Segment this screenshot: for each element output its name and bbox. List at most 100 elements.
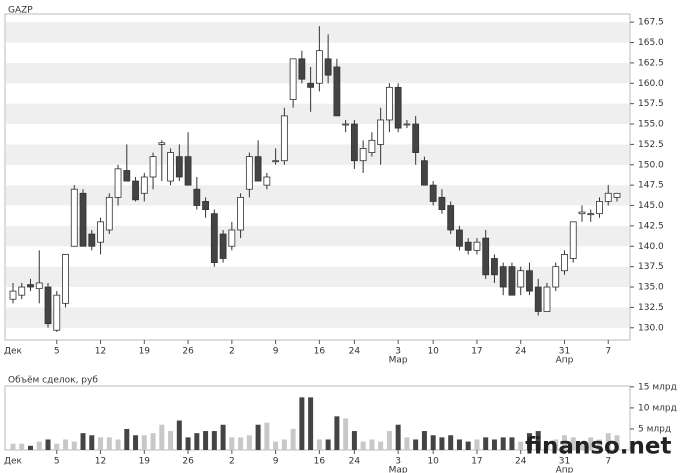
candle-body	[350, 123, 358, 162]
x-month-label: Мар	[389, 356, 408, 366]
volume-bar	[526, 433, 532, 450]
candle-body	[307, 82, 315, 88]
y-tick-label: 15 млрд	[638, 382, 677, 392]
x-tick-label: 2	[229, 457, 235, 467]
candle-body	[219, 233, 227, 259]
x-tick-label: 26	[182, 457, 194, 467]
candle-body	[447, 205, 455, 231]
volume-bar	[308, 397, 314, 450]
candle-body	[298, 58, 306, 80]
y-tick-label: 152.5	[638, 140, 664, 150]
x-tick-label: 19	[139, 347, 151, 357]
candle-body	[526, 270, 533, 292]
y-tick-label: 150.0	[638, 160, 664, 170]
candle-body	[543, 286, 551, 312]
volume-bar	[203, 431, 209, 450]
x-tick-label: 7	[605, 347, 611, 357]
candle-body	[254, 156, 262, 182]
candle-body	[315, 50, 323, 84]
candle-body	[158, 142, 166, 145]
volume-bar	[255, 424, 261, 450]
candle-body	[491, 258, 498, 276]
volume-bar	[36, 441, 42, 450]
candle-body	[333, 66, 341, 117]
volume-bar	[45, 439, 51, 450]
x-tick-label: 10	[427, 347, 439, 357]
volume-bar	[299, 397, 305, 450]
y-tick-label: 5 млрд	[638, 424, 671, 434]
volume-bar	[10, 443, 16, 450]
candle-body	[429, 184, 437, 202]
volume-bar	[535, 431, 541, 450]
x-month-label: Дек	[4, 347, 23, 357]
candle-body	[386, 86, 393, 121]
volume-bar	[71, 441, 77, 450]
volume-bar	[211, 431, 217, 450]
volume-bar	[456, 439, 462, 450]
candle-body	[202, 201, 209, 210]
volume-title: Объём сделок, руб	[8, 376, 98, 386]
volume-bar	[80, 433, 86, 450]
candle-body	[394, 86, 402, 129]
candle-body	[464, 241, 472, 251]
candle-body	[552, 266, 560, 288]
candle-body	[377, 119, 385, 145]
y-tick-label: 160.0	[638, 79, 664, 89]
x-tick-label: 3	[395, 347, 401, 357]
y-tick-label: 157.5	[638, 99, 664, 109]
volume-bar	[343, 418, 349, 450]
volume-bar	[518, 441, 524, 450]
candle-body	[18, 286, 26, 296]
x-tick-label: 7	[605, 457, 611, 467]
candle-body	[561, 254, 568, 272]
x-tick-label: 24	[515, 347, 527, 357]
candle-body	[473, 241, 481, 251]
grid-band	[6, 225, 629, 247]
volume-bar	[28, 445, 34, 450]
volume-bar	[596, 439, 602, 450]
volume-bar	[54, 443, 60, 450]
x-month-label: Дек	[4, 457, 23, 467]
y-tick-label: 130.0	[638, 323, 664, 333]
volume-bar	[89, 435, 95, 450]
candle-body	[421, 160, 428, 186]
candle-body	[149, 156, 157, 178]
candle-body	[167, 152, 174, 182]
volume-bar	[229, 437, 235, 450]
candle-body	[438, 196, 446, 210]
grid-band	[6, 144, 629, 165]
volume-bar	[386, 431, 392, 450]
volume-bar	[168, 431, 174, 450]
volume-bar	[561, 435, 567, 450]
candle-body	[79, 192, 87, 247]
y-tick-label: 167.5	[638, 18, 664, 28]
grid-band	[6, 307, 629, 328]
x-tick-label: 31	[559, 457, 570, 467]
volume-bar	[133, 435, 139, 450]
volume-bar	[553, 439, 559, 450]
volume-bar	[351, 431, 357, 450]
x-tick-label: 5	[54, 457, 60, 467]
x-tick-label: 24	[515, 457, 527, 467]
candle-body	[132, 180, 139, 201]
grid-band	[6, 22, 629, 43]
x-tick-label: 10	[427, 457, 439, 467]
x-tick-label: 17	[471, 347, 482, 357]
volume-bar	[185, 437, 191, 450]
candle-body	[88, 233, 96, 247]
candle-body	[184, 156, 192, 186]
volume-bar	[141, 435, 147, 450]
volume-bar	[465, 441, 471, 450]
volume-bar	[413, 439, 419, 450]
candle-body	[97, 221, 104, 243]
watermark: finanso.net	[525, 434, 672, 460]
x-tick-label: 9	[273, 347, 279, 357]
y-tick-label: 140.0	[638, 242, 664, 252]
x-tick-label: 3	[395, 457, 401, 467]
volume-bar	[290, 428, 296, 450]
candle-body	[499, 266, 507, 288]
y-tick-label: 155.0	[638, 120, 664, 130]
volume-bar	[115, 439, 121, 450]
volume-bar	[483, 437, 489, 450]
